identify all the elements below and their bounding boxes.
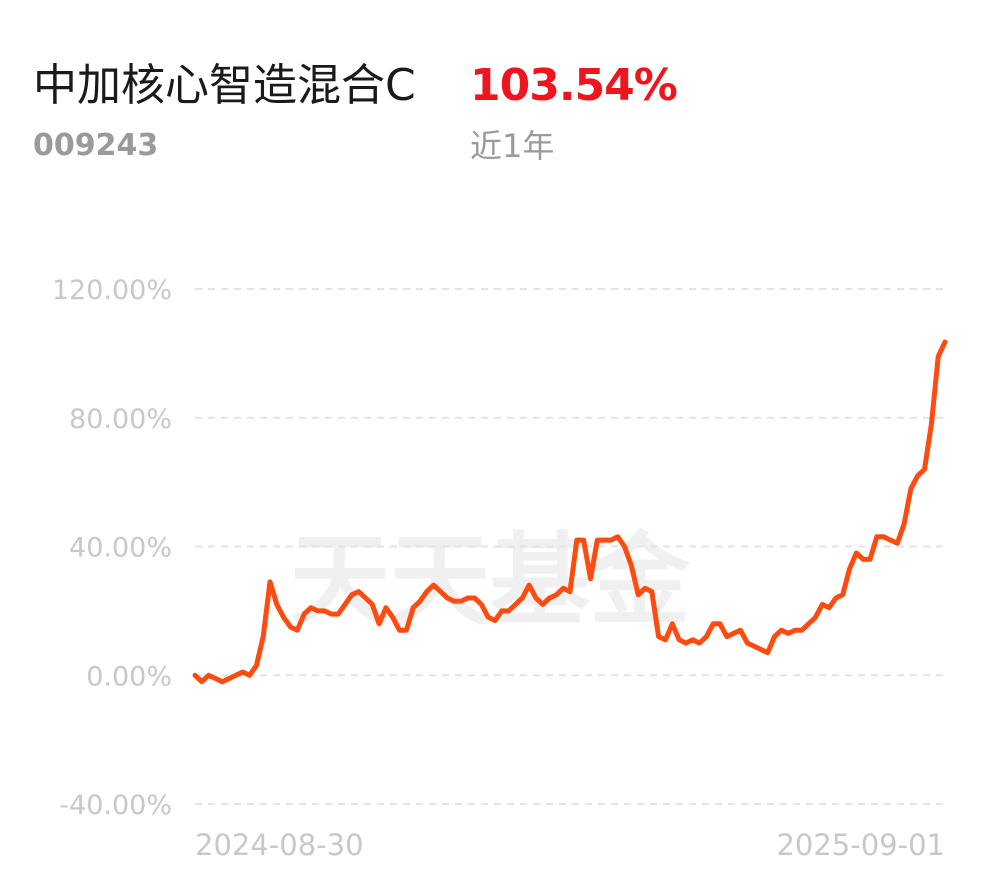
fund-return-value: 103.54% <box>470 60 678 111</box>
y-tick-label: -40.00% <box>59 790 172 821</box>
watermark: 天天基金 <box>290 521 691 639</box>
fund-name: 中加核心智造混合C <box>33 60 416 111</box>
x-tick-label: 2024-08-30 <box>195 828 364 862</box>
x-tick-label: 2025-09-01 <box>776 828 945 862</box>
chart-grid <box>195 288 945 805</box>
y-axis-labels: 120.00% 80.00% 40.00% 0.00% -40.00% <box>52 275 172 821</box>
period-label: 近1年 <box>470 127 555 165</box>
y-tick-label: 120.00% <box>52 275 172 306</box>
y-tick-label: 40.00% <box>69 533 172 564</box>
fund-code: 009243 <box>33 128 159 163</box>
x-axis-labels: 2024-08-30 2025-09-01 <box>195 828 945 862</box>
y-tick-label: 80.00% <box>69 404 172 435</box>
y-tick-label: 0.00% <box>86 661 172 692</box>
series-line-return <box>192 339 948 685</box>
